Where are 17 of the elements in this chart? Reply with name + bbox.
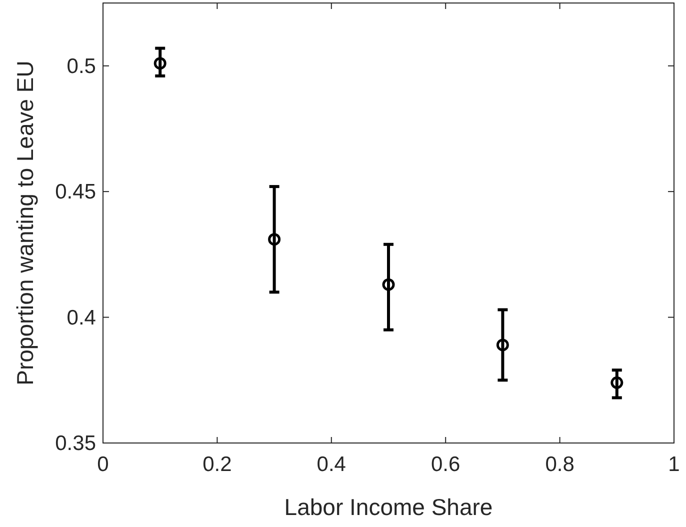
x-tick-label: 0.2 — [202, 453, 232, 476]
point — [154, 57, 166, 70]
y-tick-label: 0.4 — [66, 306, 96, 330]
x-tick-label: 0 — [97, 453, 109, 476]
y-tick-label: 0.35 — [55, 432, 96, 455]
point — [268, 233, 281, 246]
x-tick-label: 0.6 — [431, 453, 460, 476]
x-tick-label: 0.4 — [316, 453, 346, 476]
x-tick-label: 0.8 — [545, 453, 574, 476]
point — [382, 278, 395, 291]
x-axis-title: Labor Income Share — [284, 494, 493, 520]
y-tick-label: 0.45 — [55, 180, 96, 204]
x-tick-label: 1 — [668, 453, 680, 476]
point — [496, 338, 509, 352]
y-axis-title: Proportion wanting to Leave EU — [12, 60, 38, 386]
y-tick-label: 0.5 — [66, 54, 96, 78]
point — [610, 376, 624, 389]
